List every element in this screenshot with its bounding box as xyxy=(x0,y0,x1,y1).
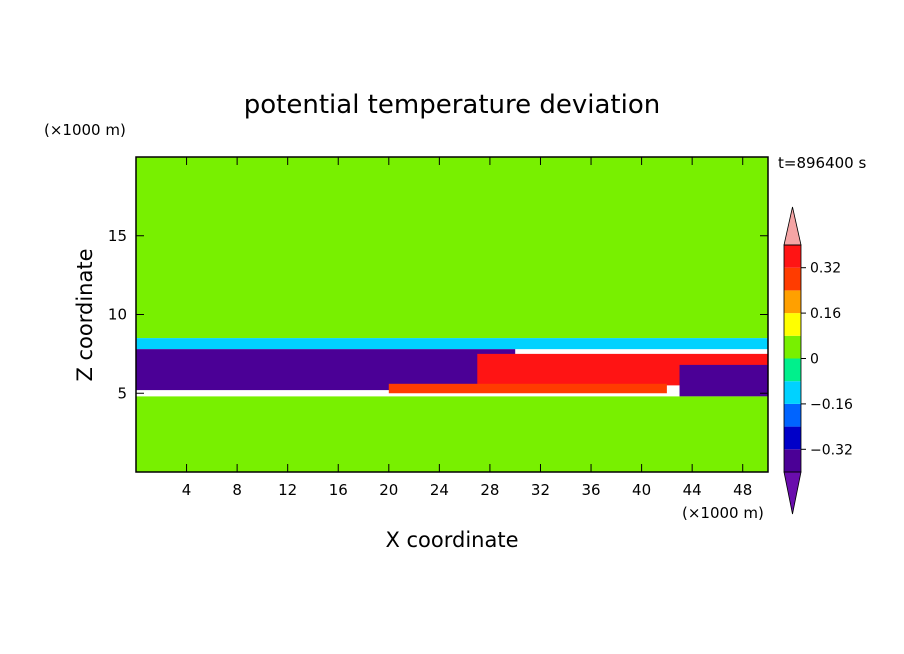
heatmap-region-6 xyxy=(679,364,768,397)
y-tick-label: 15 xyxy=(108,227,127,245)
colorbar-tick-label: 0.32 xyxy=(810,261,841,277)
colorbar-tick-label: 0.16 xyxy=(810,306,841,322)
x-tick-label: 40 xyxy=(632,481,651,499)
plot-area xyxy=(136,157,768,472)
colorbar-bottom-arrow xyxy=(783,471,802,515)
x-axis-ticks: 4 8 12 16 20 24 28 32 36 40 44 48 xyxy=(182,157,752,499)
x-tick-label: 36 xyxy=(581,481,600,499)
colorbar-top-arrow xyxy=(783,206,802,246)
x-tick-label: 44 xyxy=(683,481,702,499)
colorbar-tick-label: 0 xyxy=(810,352,819,368)
heatmap-region-5 xyxy=(388,383,667,394)
x-tick-label: 8 xyxy=(232,481,242,499)
colorbar-band xyxy=(784,381,801,404)
colorbar-band xyxy=(784,358,801,382)
colorbar-tick-label: −0.32 xyxy=(810,442,853,458)
colorbar-band xyxy=(784,403,801,427)
heatmap-region-2 xyxy=(136,338,768,350)
colorbar-band xyxy=(784,449,801,472)
x-axis-label: X coordinate xyxy=(385,528,518,552)
time-label: t=896400 s xyxy=(778,154,866,172)
colorbar: 0.32 0.16 0 −0.16 −0.32 xyxy=(783,206,853,515)
y-axis-label: Z coordinate xyxy=(73,248,97,381)
heatmap-region-3 xyxy=(136,349,516,391)
x-tick-label: 12 xyxy=(278,481,297,499)
x-tick-label: 16 xyxy=(329,481,348,499)
heatmap-region-7 xyxy=(136,396,768,472)
x-tick-label: 4 xyxy=(182,481,192,499)
colorbar-tick-label: −0.16 xyxy=(810,397,853,413)
x-tick-label: 48 xyxy=(733,481,752,499)
colorbar-band xyxy=(784,267,801,291)
x-unit-label: (×1000 m) xyxy=(682,504,764,522)
heatmap-region-0 xyxy=(136,157,768,252)
colorbar-band xyxy=(784,290,801,314)
x-tick-label: 32 xyxy=(531,481,550,499)
y-tick-label: 10 xyxy=(108,306,127,324)
heatmap-region-1 xyxy=(136,251,768,339)
x-tick-label: 20 xyxy=(379,481,398,499)
colorbar-band xyxy=(784,335,801,359)
y-unit-label: (×1000 m) xyxy=(44,121,126,139)
y-axis-ticks: 5 10 15 xyxy=(108,227,768,402)
chart-title: potential temperature deviation xyxy=(244,90,660,120)
colorbar-band xyxy=(784,245,801,268)
colorbar-band xyxy=(784,426,801,450)
x-tick-label: 28 xyxy=(480,481,499,499)
colorbar-band xyxy=(784,313,801,336)
x-tick-label: 24 xyxy=(430,481,449,499)
y-tick-label: 5 xyxy=(117,384,127,402)
